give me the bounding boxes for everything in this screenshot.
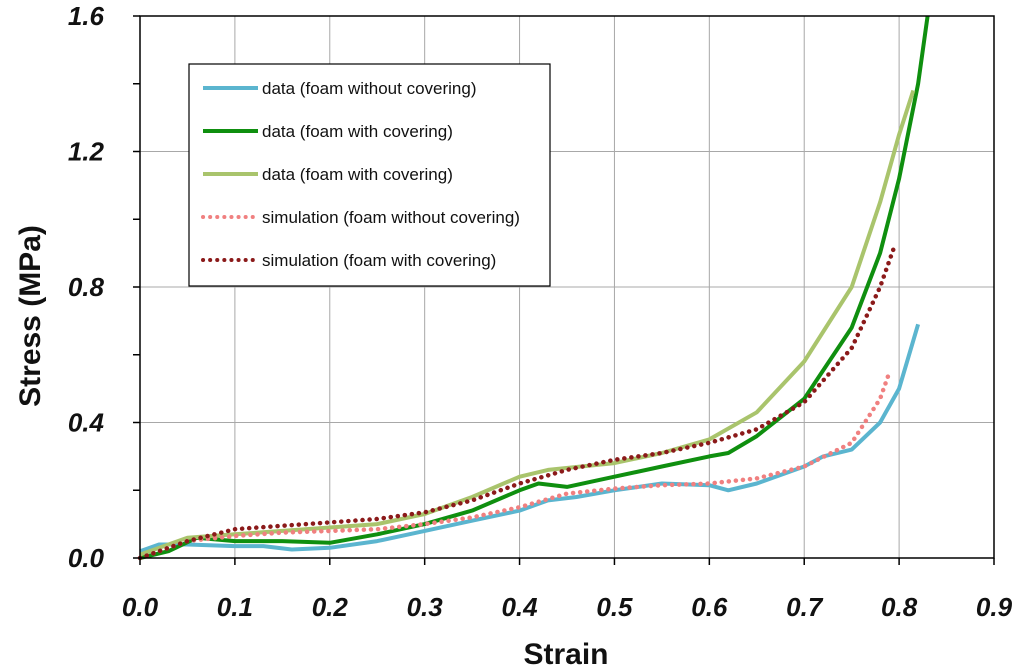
x-tick-label: 0.7	[786, 592, 824, 622]
y-tick-label: 1.6	[68, 1, 105, 31]
y-tick-label: 1.2	[68, 137, 105, 167]
x-axis-title: Strain	[523, 638, 608, 670]
axis-ticks: 0.0 0.1 0.2 0.3 0.4 0.5 0.6 0.7 0.8 0.9 0.0 0.4 0.8 1…	[68, 1, 1013, 622]
legend-label-4: simulation (foam with covering)	[262, 251, 496, 270]
y-tick-label: 0.4	[68, 408, 105, 438]
y-axis-title: Stress (MPa)	[14, 225, 47, 407]
x-tick-label: 0.1	[217, 592, 253, 622]
y-tick-label: 0.0	[68, 543, 105, 573]
series-line-3	[137, 369, 892, 561]
plot-lines	[137, 15, 930, 561]
series-line-2	[139, 89, 916, 557]
series-line-0	[139, 323, 921, 554]
legend: data (foam without covering) data (foam w…	[188, 63, 551, 287]
x-tick-label: 0.9	[976, 592, 1013, 622]
legend-label-2: data (foam with covering)	[262, 165, 453, 184]
legend-label-1: data (foam with covering)	[262, 122, 453, 141]
x-tick-label: 0.2	[312, 592, 349, 622]
y-tick-label: 0.8	[68, 272, 105, 302]
x-tick-label: 0.4	[501, 592, 538, 622]
legend-label-3: simulation (foam without covering)	[262, 208, 520, 227]
series-line-1	[139, 15, 930, 560]
x-tick-label: 0.5	[596, 592, 633, 622]
series-line-4	[137, 244, 897, 561]
x-tick-label: 0.6	[691, 592, 728, 622]
x-tick-label: 0.0	[122, 592, 159, 622]
x-tick-label: 0.8	[881, 592, 918, 622]
x-tick-label: 0.3	[407, 592, 444, 622]
legend-label-0: data (foam without covering)	[262, 79, 477, 98]
